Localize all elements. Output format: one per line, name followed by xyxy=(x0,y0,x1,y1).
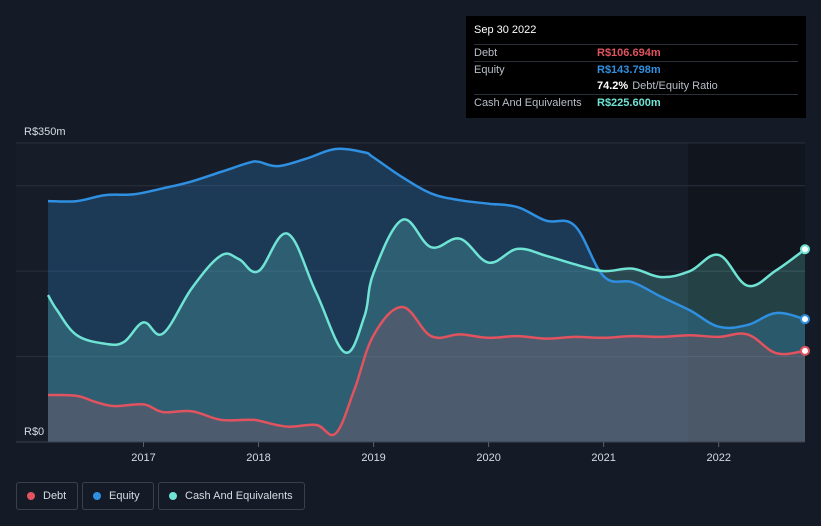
equity-area xyxy=(48,148,805,442)
x-tick-label: 2022 xyxy=(706,452,730,464)
legend-cash-label: Cash And Equivalents xyxy=(185,490,293,502)
tooltip-ratio-value: 74.2% xyxy=(597,80,629,92)
x-tick-label: 2020 xyxy=(476,452,500,464)
debt-area xyxy=(48,306,805,442)
legend-equity-label: Equity xyxy=(109,490,140,502)
x-axis-ticks: 2017 2018 2019 2020 2021 2022 xyxy=(16,441,805,464)
tooltip-debt-value: R$106.694m xyxy=(597,47,661,59)
x-tick-label: 2017 xyxy=(131,452,155,464)
legend-item-debt[interactable]: Debt xyxy=(16,482,78,510)
series-lines xyxy=(46,147,806,437)
x-tick-label: 2019 xyxy=(361,452,385,464)
x-tick-label: 2018 xyxy=(246,452,270,464)
debt-line xyxy=(47,305,806,437)
equity-end-marker xyxy=(800,314,810,325)
tooltip-date: Sep 30 2022 xyxy=(474,24,537,36)
tooltip-row-ratio: 74.2% Debt/Equity Ratio xyxy=(474,78,798,94)
tooltip-ratio-label: Debt/Equity Ratio xyxy=(632,80,718,92)
legend-debt-label: Debt xyxy=(43,490,67,502)
plot-highlight-region xyxy=(688,143,805,442)
tooltip-equity-label: Equity xyxy=(474,64,505,76)
equity-line xyxy=(47,147,806,330)
series-end-markers xyxy=(800,244,810,356)
y-tick-label-top: R$350m xyxy=(24,126,66,138)
legend-item-equity[interactable]: Equity xyxy=(82,482,154,510)
cash-dot-icon xyxy=(169,492,177,500)
x-tick-label: 2021 xyxy=(591,452,615,464)
tooltip-debt-label: Debt xyxy=(474,47,498,59)
equity-dot-icon xyxy=(93,492,101,500)
debt-dot-icon xyxy=(27,492,35,500)
tooltip-row-cash: Cash And Equivalents R$225.600m xyxy=(474,94,798,111)
tooltip-cash-label: Cash And Equivalents xyxy=(474,97,582,109)
debt-end-marker xyxy=(800,345,810,356)
cash-and-equivalents-end-marker xyxy=(800,244,810,255)
legend-item-cash[interactable]: Cash And Equivalents xyxy=(158,482,305,510)
tooltip-row-debt: Debt R$106.694m xyxy=(474,44,798,61)
tooltip-row-equity: Equity R$143.798m xyxy=(474,61,798,78)
tooltip-panel: Sep 30 2022 Debt R$106.694m Equity R$143… xyxy=(466,16,806,118)
tooltip-cash-value: R$225.600m xyxy=(597,97,661,109)
y-tick-label-bottom: R$0 xyxy=(24,426,44,438)
legend: Debt Equity Cash And Equivalents xyxy=(16,482,305,510)
tooltip-equity-value: R$143.798m xyxy=(597,64,661,76)
cash-and-equivalents-line xyxy=(46,218,806,354)
